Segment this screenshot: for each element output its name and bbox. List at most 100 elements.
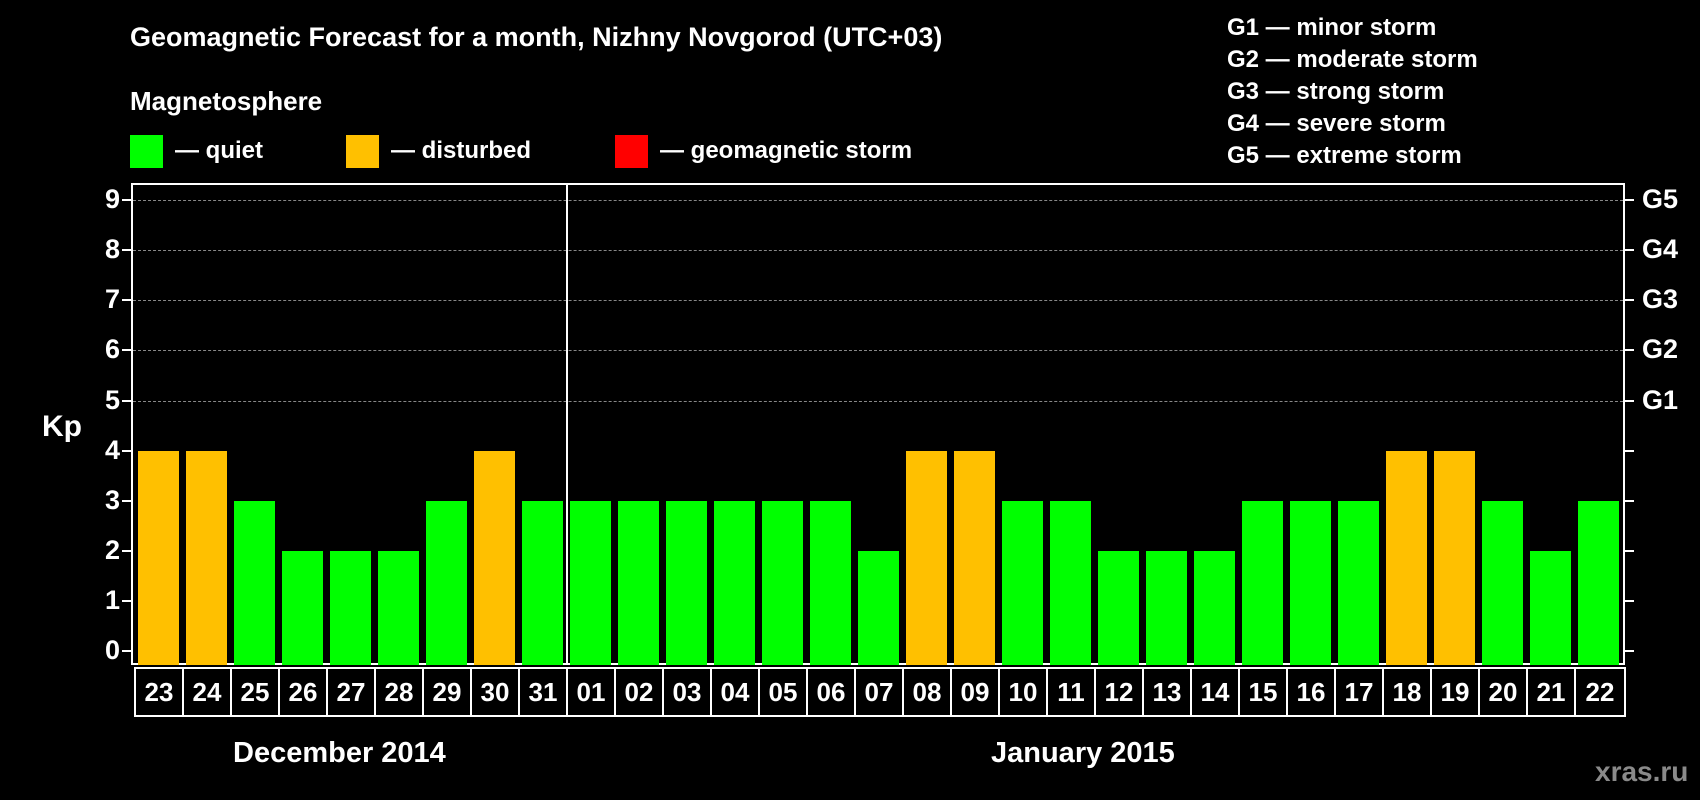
legend-storm: — geomagnetic storm: [615, 134, 912, 168]
y-tick-label: 4: [104, 435, 120, 465]
bar-03: [666, 501, 707, 665]
bar-27: [330, 551, 371, 665]
month-label-december: December 2014: [233, 737, 446, 769]
gridline: [133, 250, 1623, 251]
bar-29: [426, 501, 467, 665]
day-label: 18: [1384, 669, 1432, 715]
bar-28: [378, 551, 419, 665]
g-level-label: G1: [1642, 385, 1679, 415]
bar-02: [618, 501, 659, 665]
right-tick: [1625, 450, 1634, 452]
quiet-swatch-icon: [130, 134, 163, 168]
day-label: 23: [136, 669, 184, 715]
legend-label: — disturbed: [391, 137, 532, 164]
bar-24: [186, 451, 227, 665]
bar-17: [1338, 501, 1379, 665]
disturbed-swatch-icon: [346, 134, 379, 168]
bar-06: [810, 501, 851, 665]
day-label: 10: [1000, 669, 1048, 715]
day-label: 30: [472, 669, 520, 715]
bar-16: [1290, 501, 1331, 665]
legend-disturbed: — disturbed: [346, 134, 531, 168]
bar-14: [1194, 551, 1235, 665]
day-label: 08: [904, 669, 952, 715]
chart-title: Geomagnetic Forecast for a month, Nizhny…: [130, 22, 943, 52]
g-scale-item: G2 — moderate storm: [1227, 46, 1478, 73]
day-label: 04: [712, 669, 760, 715]
y-tick: [122, 299, 131, 301]
bar-11: [1050, 501, 1091, 665]
y-tick: [122, 500, 131, 502]
bar-12: [1098, 551, 1139, 665]
day-label: 20: [1480, 669, 1528, 715]
bar-21: [1530, 551, 1571, 665]
day-label: 07: [856, 669, 904, 715]
g-scale-item: G3 — strong storm: [1227, 78, 1445, 105]
right-tick: [1625, 349, 1634, 351]
g-level-label: G5: [1642, 184, 1679, 214]
day-label: 25: [232, 669, 280, 715]
y-tick-label: 6: [104, 334, 120, 364]
day-label: 19: [1432, 669, 1480, 715]
right-tick: [1625, 199, 1634, 201]
bar-10: [1002, 501, 1043, 665]
bar-25: [234, 501, 275, 665]
day-label: 21: [1528, 669, 1576, 715]
gridline: [133, 350, 1623, 351]
y-tick-label: 0: [104, 635, 120, 665]
bar-15: [1242, 501, 1283, 665]
day-label: 22: [1585, 677, 1615, 707]
bar-31: [522, 501, 563, 665]
day-label: 11: [1048, 669, 1096, 715]
day-label: 02: [616, 669, 664, 715]
right-tick: [1625, 400, 1634, 402]
bar-22: [1578, 501, 1619, 665]
day-label: 27: [328, 669, 376, 715]
g-scale-item: G4 — severe storm: [1227, 110, 1446, 137]
day-label: 29: [424, 669, 472, 715]
bar-18: [1386, 451, 1427, 665]
bar-04: [714, 501, 755, 665]
day-label: 28: [376, 669, 424, 715]
y-tick: [122, 650, 131, 652]
bar-01: [570, 501, 611, 665]
y-axis-label: Kp: [42, 410, 82, 443]
day-label: 15: [1240, 669, 1288, 715]
g-level-label: G3: [1642, 284, 1679, 314]
gridline: [133, 300, 1623, 301]
legend-label: — geomagnetic storm: [660, 137, 913, 164]
section-label: Magnetosphere: [130, 86, 323, 116]
bar-20: [1482, 501, 1523, 665]
right-tick: [1625, 249, 1634, 251]
right-tick: [1625, 550, 1634, 552]
day-labels: 23 24 25 26 27 28 29 30 31 01 02 03 04 05 06 07 08 09 10 11…: [134, 667, 1626, 717]
right-tick: [1625, 299, 1634, 301]
y-tick: [122, 400, 131, 402]
day-label: 17: [1336, 669, 1384, 715]
watermark: xras.ru: [1595, 756, 1689, 787]
day-label: 16: [1288, 669, 1336, 715]
day-label: 14: [1192, 669, 1240, 715]
y-tick: [122, 249, 131, 251]
g-scale-item: G5 — extreme storm: [1227, 142, 1462, 169]
y-tick-label: 8: [104, 234, 120, 264]
day-label: 12: [1096, 669, 1144, 715]
g-level-label: G4: [1642, 234, 1679, 264]
y-tick: [122, 550, 131, 552]
y-tick: [122, 450, 131, 452]
day-label: 09: [952, 669, 1000, 715]
day-label: 24: [184, 669, 232, 715]
y-tick-label: 3: [104, 485, 120, 515]
bar-08: [906, 451, 947, 665]
bar-26: [282, 551, 323, 665]
gridline: [133, 200, 1623, 201]
month-label-january: January 2015: [991, 737, 1175, 769]
storm-swatch-icon: [615, 134, 648, 168]
day-label: 01: [568, 669, 616, 715]
bar-09: [954, 451, 995, 665]
y-tick: [122, 600, 131, 602]
day-label: 06: [808, 669, 856, 715]
y-tick-label: 5: [104, 385, 120, 415]
day-label: 03: [664, 669, 712, 715]
month-separator: [566, 183, 568, 665]
